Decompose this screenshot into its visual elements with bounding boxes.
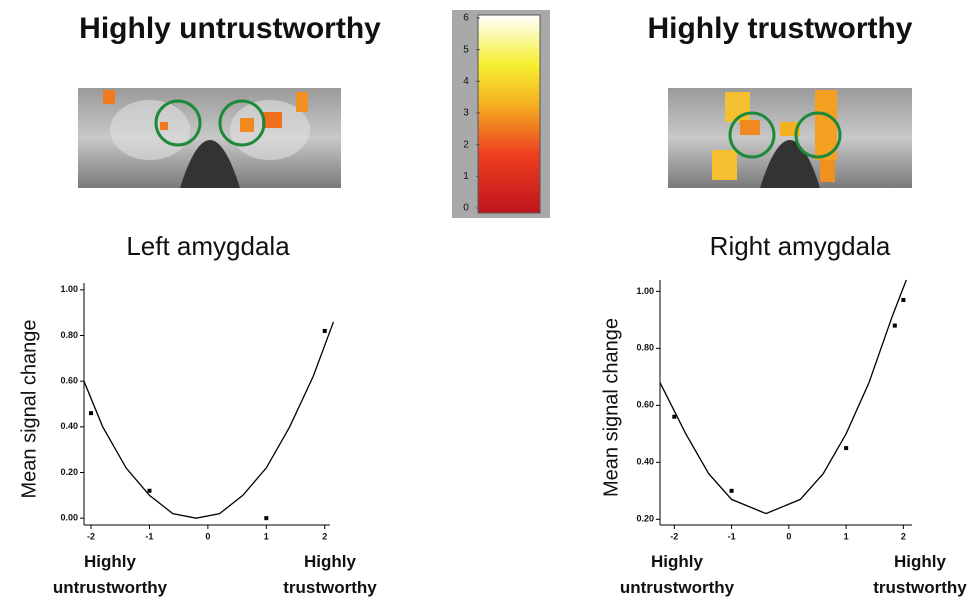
figure: Highly untrustworthy Highly trustworthy … <box>0 0 970 598</box>
chart-title: Left amygdala <box>126 231 290 261</box>
x-annotation: Highly trustworthy <box>855 549 970 601</box>
y-tick-label: 0.60 <box>636 400 654 410</box>
data-point <box>730 489 734 493</box>
data-point <box>89 411 93 415</box>
y-tick-label: 0.40 <box>60 421 78 431</box>
data-point <box>672 415 676 419</box>
y-tick-label: 0.40 <box>636 457 654 467</box>
colorbar-tick-label: 1 <box>463 171 469 182</box>
colorbar-tick-label: 3 <box>463 108 469 119</box>
x-annotation: Highly untrustworthy <box>612 549 742 601</box>
panel-heading: Highly trustworthy <box>647 12 912 45</box>
x-tick-label: -1 <box>728 531 736 541</box>
x-tick-label: 0 <box>786 531 791 541</box>
y-axis-label: Mean signal change <box>600 318 622 497</box>
y-tick-label: 0.80 <box>60 330 78 340</box>
x-annotation: Highly untrustworthy <box>45 549 175 601</box>
y-tick-label: 0.60 <box>60 376 78 386</box>
colorbar-tick-label: 0 <box>463 203 469 214</box>
x-annotation: Highly trustworthy <box>265 549 395 601</box>
data-point <box>901 298 905 302</box>
x-tick-label: -2 <box>670 531 678 541</box>
colorbar-tick-label: 4 <box>463 76 469 87</box>
x-tick-label: 1 <box>844 531 849 541</box>
x-tick-label: -2 <box>87 531 95 541</box>
x-tick-label: 0 <box>205 531 210 541</box>
y-tick-label: 0.20 <box>60 467 78 477</box>
y-tick-label: 1.00 <box>60 284 78 294</box>
data-point <box>147 489 151 493</box>
fit-curve <box>84 322 334 518</box>
figure-canvas: Highly untrustworthy Highly trustworthy … <box>0 0 970 598</box>
brain-image <box>78 88 341 188</box>
colorbar-tick-label: 2 <box>463 139 469 150</box>
y-tick-label: 0.80 <box>636 343 654 353</box>
data-point <box>844 446 848 450</box>
data-point <box>264 516 268 520</box>
brain-image <box>668 88 912 188</box>
x-tick-label: 2 <box>322 531 327 541</box>
y-tick-label: 0.00 <box>60 513 78 523</box>
x-tick-label: 1 <box>264 531 269 541</box>
y-tick-label: 1.00 <box>636 286 654 296</box>
colorbar-tick-label: 5 <box>463 44 469 55</box>
x-tick-label: 2 <box>901 531 906 541</box>
x-tick-label: -1 <box>145 531 153 541</box>
fit-curve <box>660 280 906 514</box>
y-tick-label: 0.20 <box>636 514 654 524</box>
y-axis-label: Mean signal change <box>18 319 40 498</box>
chart-title: Right amygdala <box>710 231 891 261</box>
colorbar-tick-label: 6 <box>463 13 469 24</box>
panel-heading: Highly untrustworthy <box>79 12 381 45</box>
data-point <box>323 329 327 333</box>
data-point <box>893 324 897 328</box>
